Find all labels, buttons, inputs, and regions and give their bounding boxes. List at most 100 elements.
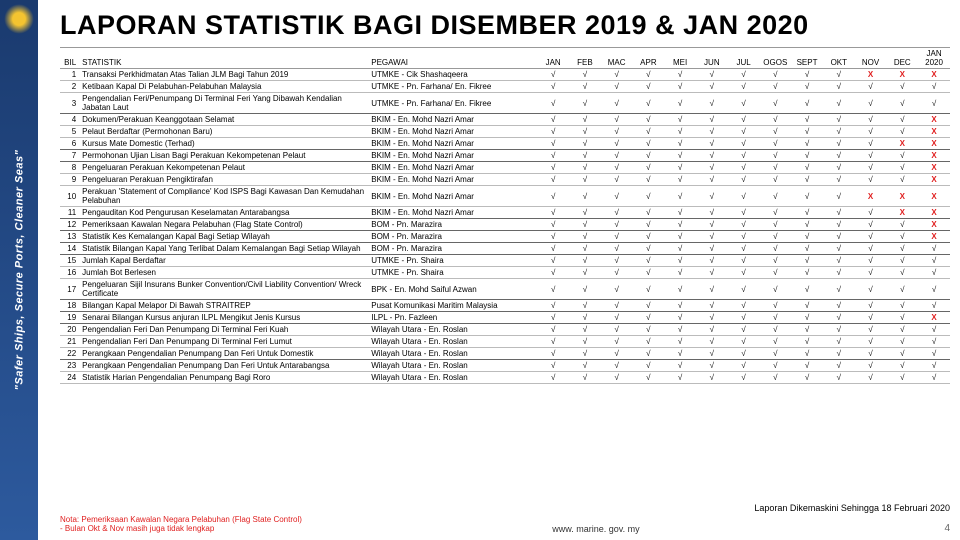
cell-status: X xyxy=(886,138,918,150)
cell-pegawai: Wilayah Utara - En. Roslan xyxy=(367,372,537,384)
cell-status: X xyxy=(918,207,950,219)
page-number: 4 xyxy=(890,523,950,534)
stats-table: BIL STATISTIK PEGAWAI JAN FEB MAC APR ME… xyxy=(60,47,950,384)
cell-status: √ xyxy=(664,186,696,207)
header-month: JUN xyxy=(696,48,728,69)
cell-status: √ xyxy=(601,324,633,336)
table-row: 21Pengendalian Feri Dan Penumpang Di Ter… xyxy=(60,336,950,348)
cell-status: X xyxy=(918,174,950,186)
cell-status: √ xyxy=(728,150,760,162)
cell-status: √ xyxy=(886,231,918,243)
cell-bil: 5 xyxy=(60,126,78,138)
cell-status: √ xyxy=(569,186,601,207)
cell-status: √ xyxy=(791,162,823,174)
cell-status: √ xyxy=(759,126,791,138)
cell-status: √ xyxy=(696,126,728,138)
cell-status: √ xyxy=(537,174,569,186)
cell-status: √ xyxy=(633,162,665,174)
cell-status: √ xyxy=(886,150,918,162)
cell-status: √ xyxy=(886,267,918,279)
cell-bil: 7 xyxy=(60,150,78,162)
cell-status: √ xyxy=(886,360,918,372)
cell-status: √ xyxy=(759,348,791,360)
cell-status: √ xyxy=(855,207,887,219)
cell-status: √ xyxy=(696,138,728,150)
cell-status: √ xyxy=(823,186,855,207)
cell-status: √ xyxy=(537,114,569,126)
header-month: MAC xyxy=(601,48,633,69)
cell-status: √ xyxy=(601,336,633,348)
cell-status: √ xyxy=(855,324,887,336)
cell-status: √ xyxy=(633,267,665,279)
cell-statistik: Pengendalian Feri Dan Penumpang Di Termi… xyxy=(78,324,367,336)
cell-status: √ xyxy=(664,312,696,324)
cell-status: √ xyxy=(696,219,728,231)
cell-status: √ xyxy=(633,126,665,138)
cell-status: √ xyxy=(696,150,728,162)
cell-status: √ xyxy=(696,93,728,114)
cell-status: √ xyxy=(696,324,728,336)
cell-status: √ xyxy=(886,126,918,138)
cell-pegawai: Wilayah Utara - En. Roslan xyxy=(367,324,537,336)
cell-pegawai: BKIM - En. Mohd Nazri Amar xyxy=(367,207,537,219)
cell-status: √ xyxy=(886,162,918,174)
cell-status: √ xyxy=(886,81,918,93)
table-row: 11Pengauditan Kod Pengurusan Keselamatan… xyxy=(60,207,950,219)
cell-status: √ xyxy=(759,150,791,162)
cell-bil: 2 xyxy=(60,81,78,93)
cell-status: √ xyxy=(855,243,887,255)
cell-pegawai: UTMKE - Pn. Farhana/ En. Fikree xyxy=(367,93,537,114)
cell-status: √ xyxy=(696,69,728,81)
header-month: FEB xyxy=(569,48,601,69)
table-row: 23Perangkaan Pengendalian Penumpang Dan … xyxy=(60,360,950,372)
cell-pegawai: BOM - Pn. Marazira xyxy=(367,231,537,243)
cell-status: √ xyxy=(823,219,855,231)
cell-status: √ xyxy=(855,336,887,348)
header-month: JUL xyxy=(728,48,760,69)
cell-status: √ xyxy=(537,312,569,324)
cell-status: √ xyxy=(728,300,760,312)
cell-statistik: Jumlah Bot Berlesen xyxy=(78,267,367,279)
cell-bil: 15 xyxy=(60,255,78,267)
cell-status: √ xyxy=(855,150,887,162)
cell-status: √ xyxy=(918,300,950,312)
cell-status: √ xyxy=(664,207,696,219)
cell-status: √ xyxy=(601,231,633,243)
cell-status: √ xyxy=(664,174,696,186)
cell-status: √ xyxy=(569,255,601,267)
header-month: JAN xyxy=(537,48,569,69)
cell-status: √ xyxy=(855,81,887,93)
cell-statistik: Perakuan 'Statement of Compliance' Kod I… xyxy=(78,186,367,207)
cell-status: √ xyxy=(569,243,601,255)
cell-status: √ xyxy=(569,150,601,162)
cell-status: √ xyxy=(886,312,918,324)
cell-status: √ xyxy=(855,93,887,114)
cell-status: √ xyxy=(791,255,823,267)
cell-statistik: Senarai Bilangan Kursus anjuran ILPL Men… xyxy=(78,312,367,324)
cell-status: √ xyxy=(791,138,823,150)
cell-status: √ xyxy=(728,336,760,348)
cell-status: √ xyxy=(664,324,696,336)
cell-status: √ xyxy=(633,360,665,372)
cell-status: √ xyxy=(664,219,696,231)
cell-status: √ xyxy=(918,372,950,384)
cell-status: √ xyxy=(728,360,760,372)
cell-status: √ xyxy=(696,243,728,255)
cell-status: √ xyxy=(823,93,855,114)
cell-status: √ xyxy=(696,279,728,300)
website-url: www. marine. gov. my xyxy=(552,524,639,534)
cell-status: √ xyxy=(728,279,760,300)
cell-statistik: Transaksi Perkhidmatan Atas Talian JLM B… xyxy=(78,69,367,81)
cell-status: √ xyxy=(537,162,569,174)
cell-statistik: Pengendalian Feri Dan Penumpang Di Termi… xyxy=(78,336,367,348)
cell-status: √ xyxy=(696,186,728,207)
cell-status: √ xyxy=(791,267,823,279)
cell-status: √ xyxy=(537,324,569,336)
cell-status: √ xyxy=(728,312,760,324)
cell-status: √ xyxy=(823,81,855,93)
cell-status: √ xyxy=(664,243,696,255)
cell-status: √ xyxy=(759,207,791,219)
cell-status: √ xyxy=(633,93,665,114)
cell-bil: 6 xyxy=(60,138,78,150)
cell-bil: 24 xyxy=(60,372,78,384)
